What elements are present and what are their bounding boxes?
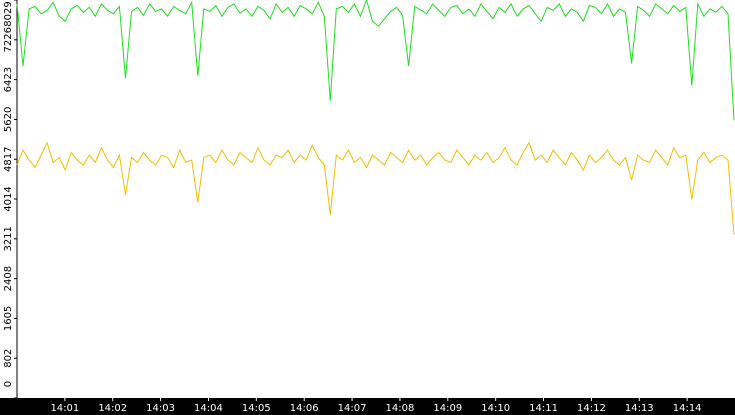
y-tick-label: 2408 — [3, 266, 14, 291]
y-tick-label: 8029 — [3, 1, 14, 26]
x-tick-label: 14:09 — [433, 403, 462, 414]
series-line — [16, 141, 735, 235]
x-axis-band — [0, 398, 735, 415]
x-tick-label: 14:03 — [146, 403, 175, 414]
x-tick-label: 14:02 — [98, 403, 127, 414]
x-tick-label: 14:05 — [242, 403, 271, 414]
y-tick-label: 802 — [3, 349, 14, 368]
y-tick-label: 3211 — [3, 226, 14, 251]
y-tick-label: 4817 — [3, 146, 14, 171]
x-tick-label: 14:06 — [290, 403, 319, 414]
x-tick-label: 14:14 — [673, 403, 702, 414]
x-tick-label: 14:11 — [529, 403, 558, 414]
y-tick-label: 0 — [3, 381, 14, 387]
x-tick-label: 14:01 — [50, 403, 79, 414]
y-tick-label: 5620 — [3, 107, 14, 132]
x-tick-label: 14:13 — [625, 403, 654, 414]
x-tick-label: 14:10 — [481, 403, 510, 414]
series-line — [16, 0, 735, 121]
y-tick-label: 4014 — [3, 186, 14, 211]
x-tick-label: 14:04 — [194, 403, 223, 414]
x-tick-label: 14:12 — [577, 403, 606, 414]
x-tick-label: 14:08 — [386, 403, 415, 414]
x-tick-label: 14:07 — [338, 403, 367, 414]
y-tick-label: 1605 — [3, 306, 14, 331]
y-tick-label: 6423 — [3, 67, 14, 92]
y-tick-label: 7226 — [3, 27, 14, 52]
